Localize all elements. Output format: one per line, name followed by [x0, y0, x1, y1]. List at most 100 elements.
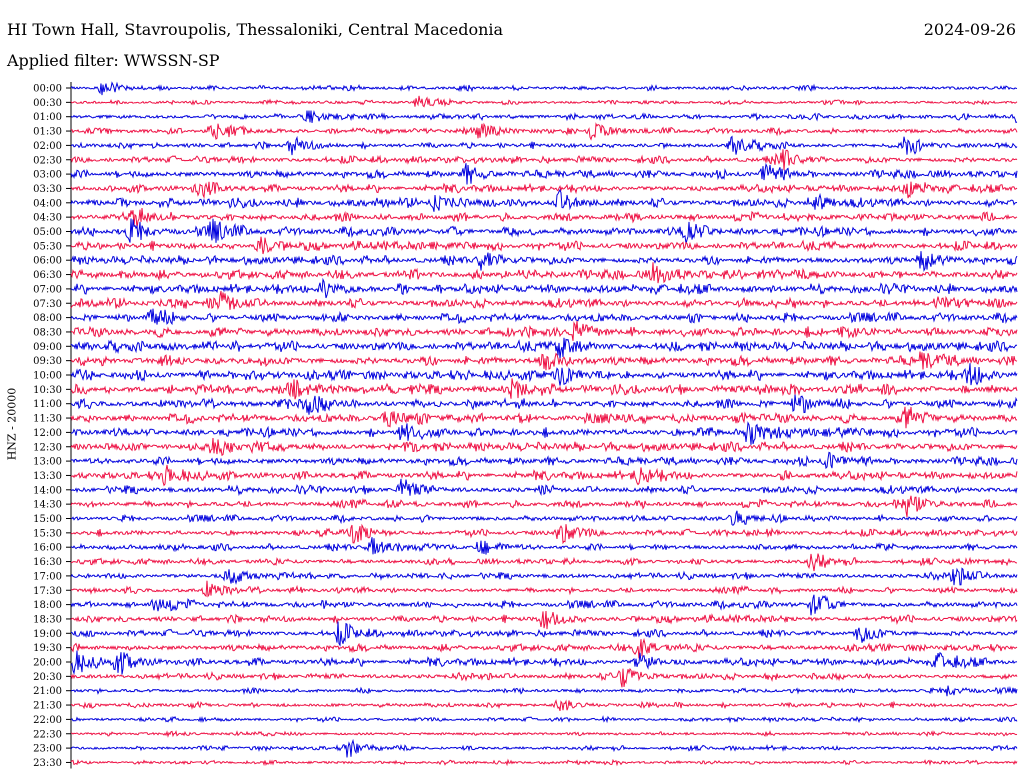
row-time-label: 06:30 — [33, 270, 62, 281]
trace-row-1900 — [70, 621, 1018, 647]
trace-row-0830 — [70, 320, 1018, 341]
trace-row-0100 — [70, 109, 1018, 124]
row-time-label: 23:00 — [33, 744, 62, 755]
trace-row-1600 — [70, 537, 1018, 555]
row-time-label: 19:30 — [33, 643, 62, 654]
row-time-label: 04:00 — [33, 198, 62, 209]
row-time-label: 09:00 — [33, 342, 62, 353]
row-time-label: 12:00 — [33, 428, 62, 439]
row-time-label: 18:30 — [33, 614, 62, 625]
row-time-label: 17:30 — [33, 586, 62, 597]
row-time-label: 10:30 — [33, 385, 62, 396]
row-time-label: 04:30 — [33, 213, 62, 224]
row-time-label: 18:00 — [33, 600, 62, 611]
row-time-label: 21:00 — [33, 686, 62, 697]
row-time-label: 00:30 — [33, 98, 62, 109]
trace-row-0300 — [70, 162, 1018, 185]
row-time-label: 01:00 — [33, 112, 62, 123]
trace-row-1800 — [70, 594, 1018, 616]
trace-row-1300 — [70, 451, 1018, 470]
trace-row-1400 — [70, 478, 1018, 497]
trace-row-0000 — [70, 81, 1018, 96]
trace-row-2000 — [70, 650, 1018, 676]
trace-row-1130 — [70, 406, 1018, 429]
trace-row-0930 — [70, 351, 1018, 371]
trace-row-0400 — [70, 188, 1018, 212]
trace-row-0730 — [70, 290, 1018, 310]
row-time-label: 09:30 — [33, 356, 62, 367]
row-time-label: 01:30 — [33, 127, 62, 138]
row-time-label: 20:30 — [33, 672, 62, 683]
trace-row-1100 — [70, 394, 1018, 415]
trace-row-1330 — [70, 464, 1018, 487]
row-time-label: 06:00 — [33, 256, 62, 267]
row-time-label: 19:00 — [33, 629, 62, 640]
row-time-label: 15:30 — [33, 528, 62, 539]
row-time-label: 22:30 — [33, 729, 62, 740]
row-time-label: 20:00 — [33, 658, 62, 669]
trace-row-0430 — [70, 207, 1018, 228]
row-time-label: 08:00 — [33, 313, 62, 324]
trace-row-0230 — [70, 149, 1018, 171]
station-title: HI Town Hall, Stavroupolis, Thessaloniki… — [7, 20, 504, 39]
trace-row-1630 — [70, 553, 1018, 572]
trace-row-1000 — [70, 363, 1018, 386]
trace-row-2030 — [70, 667, 1018, 688]
trace-row-2330 — [70, 758, 1018, 767]
row-time-label: 16:00 — [33, 543, 62, 554]
row-time-label: 15:00 — [33, 514, 62, 525]
row-time-label: 17:00 — [33, 571, 62, 582]
row-time-label: 07:30 — [33, 299, 62, 310]
trace-row-1530 — [70, 523, 1018, 545]
row-time-label: 10:00 — [33, 371, 62, 382]
row-time-label: 11:30 — [33, 414, 62, 425]
row-time-label: 22:00 — [33, 715, 62, 726]
trace-row-1730 — [70, 580, 1018, 598]
row-time-label: 02:30 — [33, 155, 62, 166]
trace-row-0130 — [70, 122, 1018, 141]
trace-row-0530 — [70, 236, 1018, 255]
trace-row-1200 — [70, 421, 1018, 445]
row-time-label: 16:30 — [33, 557, 62, 568]
trace-row-2230 — [70, 729, 1018, 738]
row-time-label: 11:00 — [33, 399, 62, 410]
row-time-label: 13:30 — [33, 471, 62, 482]
trace-row-0700 — [70, 277, 1018, 299]
filter-label: Applied filter: WWSSN-SP — [7, 51, 220, 70]
trace-row-1830 — [70, 611, 1018, 630]
trace-row-1500 — [70, 510, 1018, 526]
date-label: 2024-09-26 — [923, 20, 1016, 39]
trace-row-2300 — [70, 738, 1018, 758]
trace-row-0600 — [70, 251, 1018, 273]
row-time-label: 07:00 — [33, 284, 62, 295]
trace-row-0200 — [70, 135, 1018, 156]
row-time-label: 14:30 — [33, 500, 62, 511]
row-time-label: 05:00 — [33, 227, 62, 238]
row-time-label: 02:00 — [33, 141, 62, 152]
trace-row-1700 — [70, 567, 1018, 586]
row-time-label: 05:30 — [33, 241, 62, 252]
trace-row-1430 — [70, 495, 1018, 518]
trace-row-0800 — [70, 308, 1018, 326]
row-time-label: 13:00 — [33, 457, 62, 468]
row-time-label: 14:00 — [33, 485, 62, 496]
trace-row-1030 — [70, 378, 1018, 400]
row-time-label: 21:30 — [33, 701, 62, 712]
trace-row-0630 — [70, 262, 1018, 284]
trace-row-0900 — [70, 337, 1018, 359]
trace-row-0330 — [70, 181, 1018, 199]
row-time-label: 12:30 — [33, 442, 62, 453]
trace-row-1930 — [70, 637, 1018, 659]
row-time-label: 08:30 — [33, 327, 62, 338]
row-time-label: 03:30 — [33, 184, 62, 195]
trace-row-0500 — [70, 218, 1018, 244]
trace-row-1230 — [70, 437, 1018, 457]
trace-row-2130 — [70, 699, 1018, 712]
trace-row-0030 — [70, 95, 1018, 108]
row-time-label: 23:30 — [33, 758, 62, 769]
row-time-label: 03:00 — [33, 170, 62, 181]
trace-row-2200 — [70, 715, 1018, 724]
row-time-label: 00:00 — [33, 84, 62, 95]
trace-row-2100 — [70, 685, 1018, 697]
